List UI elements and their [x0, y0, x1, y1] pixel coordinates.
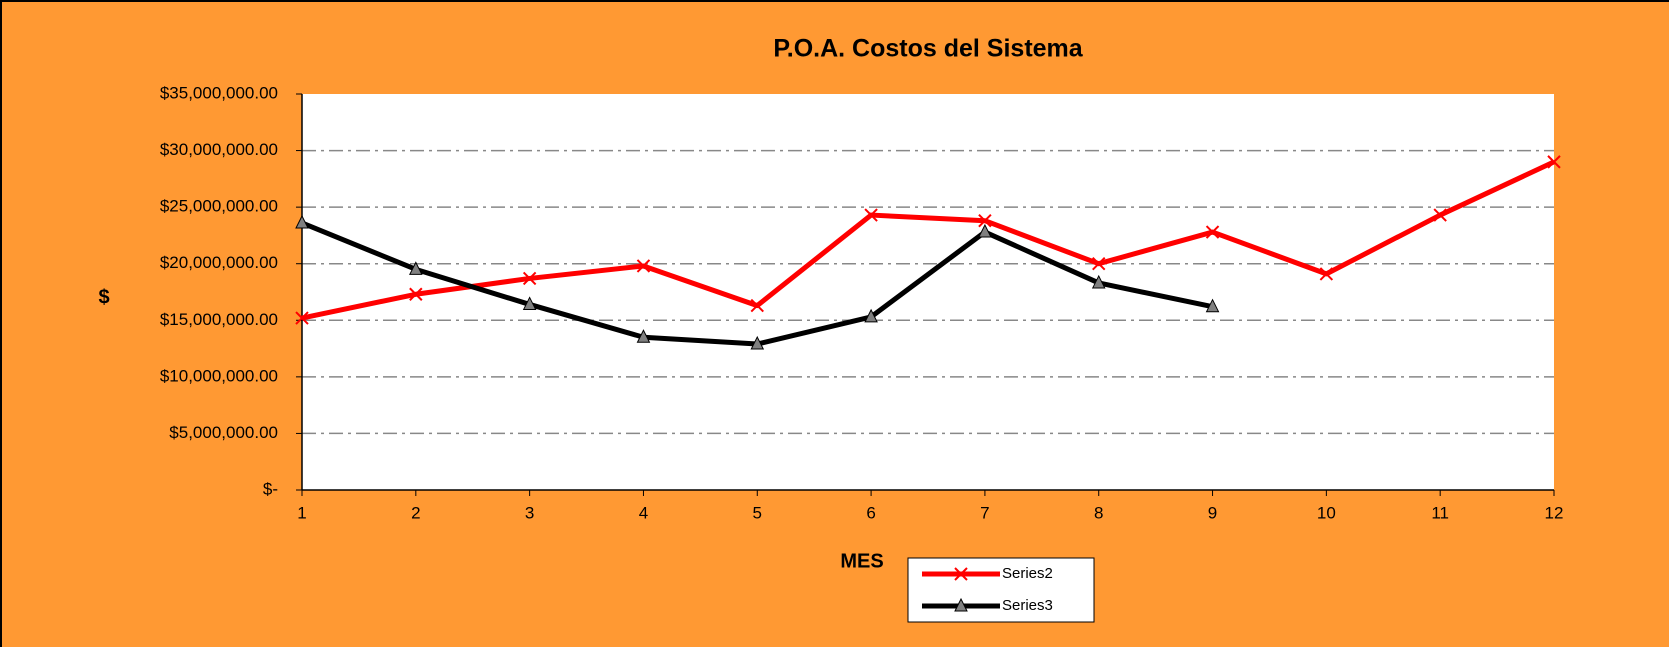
marker [636, 259, 651, 273]
marker [1091, 274, 1106, 289]
marker [978, 223, 992, 238]
marker [522, 296, 537, 310]
y-axis-label: $ [98, 286, 109, 308]
x-tick-label: 11 [1431, 503, 1449, 522]
marker [522, 271, 537, 286]
y-tick-label: $20,000,000.00 [160, 253, 278, 272]
x-axis-label: MES [840, 550, 883, 572]
marker [864, 308, 878, 323]
series-line [301, 159, 1556, 321]
marker [1092, 257, 1106, 271]
x-tick-label: 1 [297, 503, 306, 522]
marker [409, 261, 423, 275]
marker [864, 208, 878, 222]
marker [1433, 208, 1447, 222]
y-tick-label: $15,000,000.00 [160, 310, 278, 329]
y-tick-label: $35,000,000.00 [160, 83, 278, 102]
y-tick-label: $30,000,000.00 [160, 140, 278, 159]
marker [1205, 298, 1220, 313]
legend [907, 557, 1095, 623]
marker [954, 597, 968, 612]
plot-area [302, 94, 1554, 490]
y-tick-label: $5,000,000.00 [169, 423, 278, 442]
x-tick-label: 2 [411, 503, 420, 522]
marker [750, 335, 765, 350]
marker [1547, 155, 1561, 169]
x-tick-label: 9 [1208, 503, 1217, 522]
marker [750, 298, 764, 313]
marker [1319, 267, 1334, 281]
legend-label: Series3 [1002, 597, 1053, 614]
x-tick-label: 10 [1317, 503, 1336, 522]
marker [295, 311, 309, 325]
legend-label: Series2 [1002, 565, 1053, 582]
marker [409, 287, 423, 301]
marker [954, 567, 968, 581]
x-tick-label: 5 [753, 503, 762, 522]
x-tick-label: 6 [866, 503, 875, 522]
x-tick-label: 7 [980, 503, 989, 522]
y-tick-label: $25,000,000.00 [160, 197, 278, 216]
marker [978, 214, 992, 228]
marker [295, 214, 309, 229]
marker [636, 329, 651, 343]
x-tick-label: 8 [1094, 503, 1103, 522]
x-tick-label: 3 [525, 503, 534, 522]
y-tick-label: $10,000,000.00 [160, 366, 278, 385]
y-tick-label: $- [263, 479, 278, 498]
marker [1205, 225, 1220, 239]
x-tick-label: 4 [639, 503, 648, 522]
chart-title: P.O.A. Costos del Sistema [773, 35, 1083, 63]
x-tick-label: 12 [1545, 503, 1564, 522]
